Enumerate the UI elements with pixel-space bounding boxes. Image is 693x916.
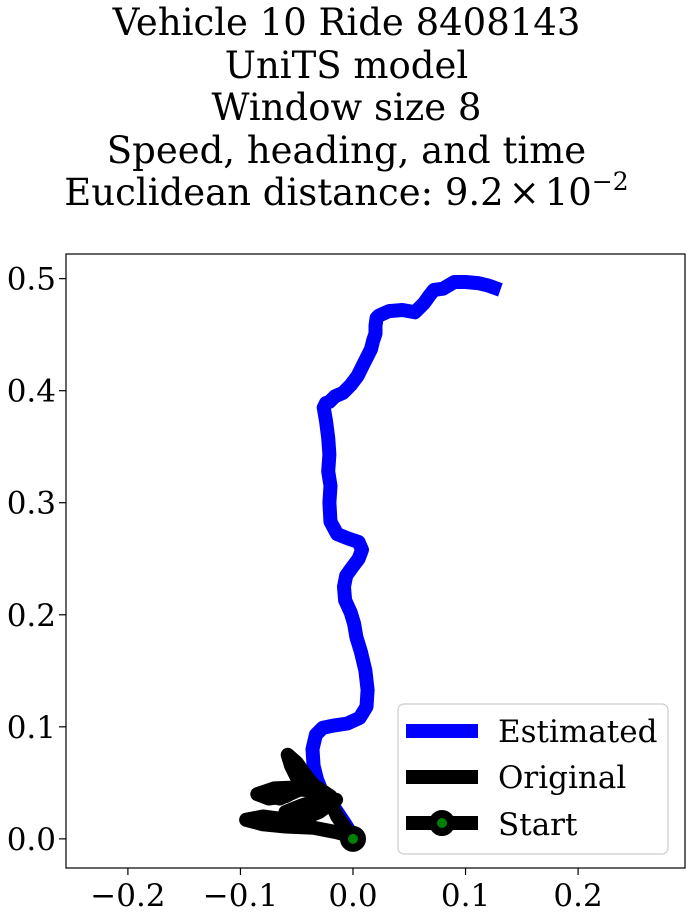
title-line-2: UniTS model — [224, 43, 469, 87]
y-tick-label: 0.4 — [7, 374, 56, 410]
x-tick-label: 0.2 — [553, 878, 602, 914]
original-series-line — [239, 747, 359, 844]
y-tick-label: 0.0 — [7, 822, 56, 858]
y-axis: 0.0 0.1 0.2 0.3 0.4 0.5 — [7, 262, 66, 858]
distance-base: 10 — [544, 171, 592, 214]
title-line-4: Speed, heading, and time — [106, 128, 587, 172]
distance-prefix: Euclidean distance: — [64, 171, 445, 214]
y-tick-label: 0.3 — [7, 486, 56, 522]
start-point-marker — [339, 825, 366, 852]
title-line-5: Euclidean distance: 9.2 × 10−2 — [0, 169, 693, 215]
x-axis: −0.2 −0.1 0.0 0.1 0.2 — [90, 868, 603, 914]
series-layer — [239, 275, 504, 852]
title-line-3: Window size 8 — [211, 86, 482, 129]
y-tick-label: 0.1 — [7, 710, 56, 746]
y-tick-label: 0.2 — [7, 598, 56, 634]
legend-estimated-label: Estimated — [498, 714, 657, 750]
estimated-series-line — [305, 275, 504, 841]
x-tick-label: −0.2 — [90, 878, 165, 914]
x-tick-label: −0.1 — [203, 878, 278, 914]
chart-title: Vehicle 10 Ride 8408143 UniTS model Wind… — [0, 1, 693, 215]
legend: Estimated Original Start — [397, 703, 669, 855]
legend-start-marker — [429, 810, 455, 836]
distance-times: × — [508, 171, 540, 214]
distance-exponent: −2 — [591, 167, 629, 196]
legend-start-label: Start — [498, 807, 578, 843]
distance-mantissa: 9.2 — [444, 171, 504, 214]
title-line-1: Vehicle 10 Ride 8408143 — [112, 1, 581, 44]
x-tick-label: 0.0 — [328, 878, 377, 914]
legend-original-label: Original — [498, 760, 626, 796]
x-tick-label: 0.1 — [441, 878, 490, 914]
axes-frame — [65, 253, 686, 869]
y-tick-label: 0.5 — [7, 262, 56, 298]
